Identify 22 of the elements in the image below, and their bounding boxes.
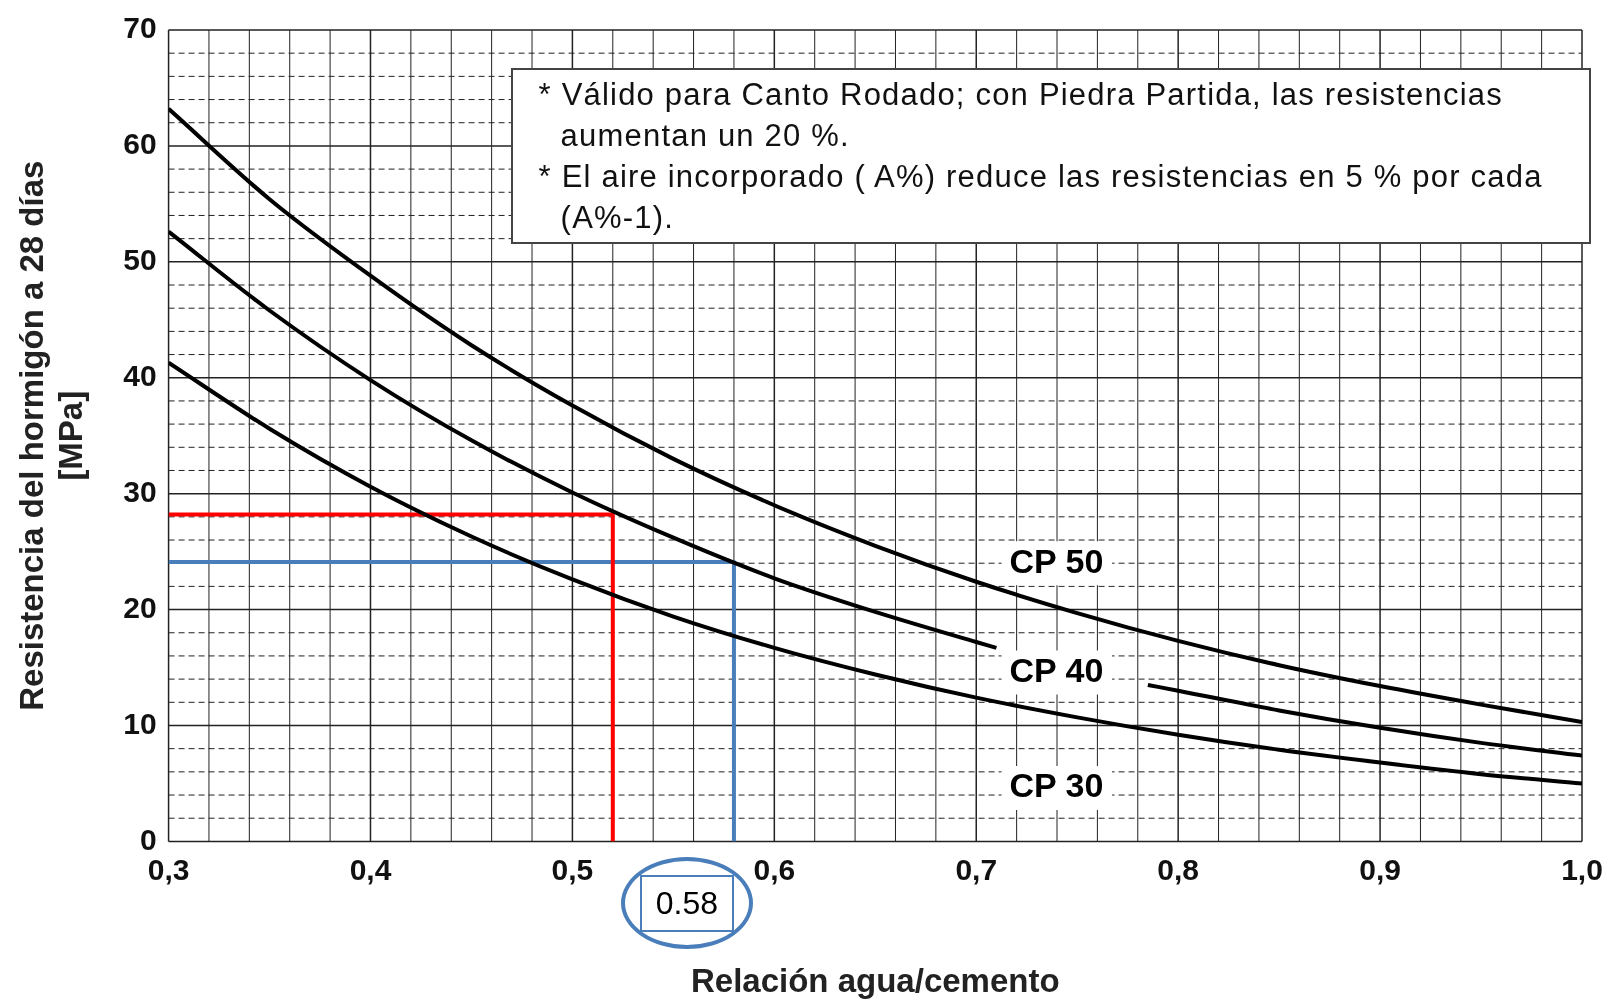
x-tick-label: 0,8	[1157, 852, 1200, 886]
x-tick-label: 0,9	[1359, 852, 1401, 886]
x-tick-label: 1,0	[1561, 852, 1603, 886]
x-axis-title: Relación agua/cemento	[690, 962, 1060, 1000]
x-tick-label: 0,5	[551, 852, 594, 886]
y-tick-label: 40	[123, 359, 157, 393]
series-label: CP 30	[1009, 766, 1104, 805]
y-tick-label: 60	[123, 127, 157, 161]
y-tick-label: 70	[123, 11, 157, 45]
series-label: CP 40	[1009, 650, 1104, 689]
annotation: * El aire incorporado ( A%) reduce las resistencias en 5 % por cada (A%-1).	[537, 158, 1544, 237]
y-axis-title: Resistencia del hormigón a 28 días [MPa]	[12, 160, 90, 711]
x-tick-label: 0,4	[349, 852, 392, 886]
x-tick-label: 0,7	[955, 852, 998, 886]
x-tick-label: 0,6	[753, 852, 796, 886]
y-tick-label: 50	[123, 243, 157, 277]
y-tick-label: 10	[123, 706, 157, 740]
series-label: CP 50	[1009, 541, 1104, 580]
y-tick-label: 30	[123, 474, 157, 508]
y-tick-label: 20	[123, 590, 157, 624]
annotation: * Válido para Canto Rodado; con Piedra Partida, las resistencias aumentan un 20 %.	[537, 76, 1504, 155]
oval-outline: 0.58	[620, 857, 753, 950]
